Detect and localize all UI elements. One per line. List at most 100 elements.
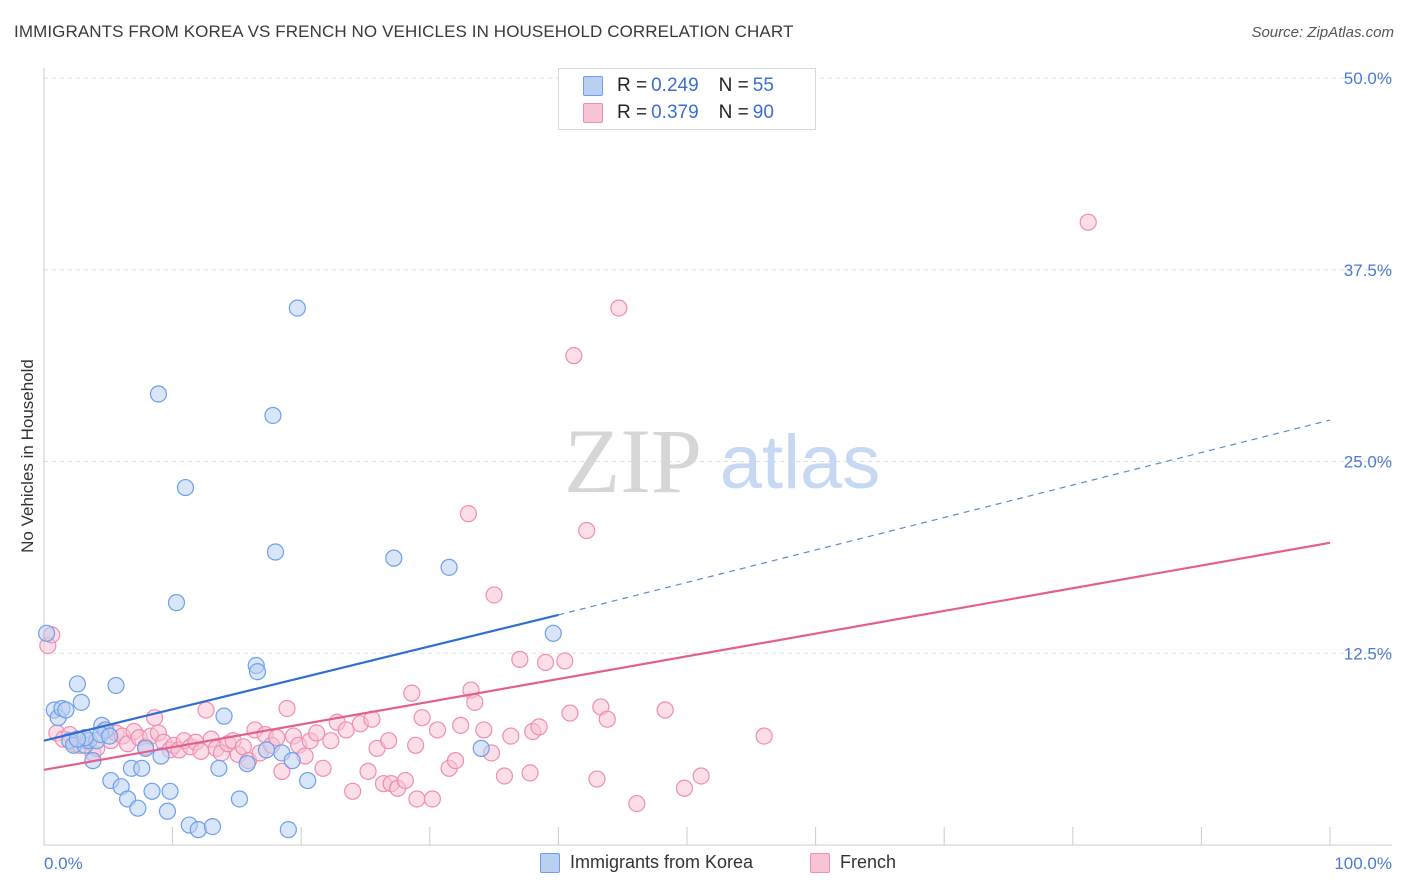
french-point <box>278 699 296 718</box>
french-point <box>396 771 414 790</box>
french-point <box>536 653 555 672</box>
series-legend: Immigrants from Korea French <box>0 852 1406 878</box>
series-swatch-korea <box>540 852 560 873</box>
legend-swatch-french <box>583 103 603 123</box>
korea-point <box>299 771 317 790</box>
legend-r-label: R = <box>617 102 648 123</box>
korea-point <box>264 406 282 425</box>
source-label: Source: ZipAtlas.com <box>1251 24 1394 41</box>
korea-point <box>248 663 267 681</box>
correlation-legend: R = 0.249 N = 55 R = 0.379 N = 90 <box>558 68 816 130</box>
tick-labels: 12.5% 25.0% 37.5% 50.0% 0.0% 100.0% <box>44 69 1392 873</box>
korea-point <box>238 755 256 773</box>
korea-point <box>143 782 161 800</box>
french-point <box>344 782 362 800</box>
axes <box>43 68 1392 846</box>
korea-point <box>37 624 56 642</box>
french-point <box>610 299 628 317</box>
french-point <box>521 764 539 782</box>
french-point <box>413 709 431 727</box>
y-tick-label: 50.0% <box>1344 69 1392 88</box>
korea-point <box>158 802 177 820</box>
legend-r-value-korea: 0.249 <box>651 75 699 96</box>
french-point <box>308 724 326 742</box>
french-point <box>561 704 579 722</box>
french-point <box>314 759 332 777</box>
korea-point <box>100 727 119 745</box>
french-point <box>598 710 616 728</box>
legend-n-label: N = <box>718 75 749 96</box>
french-point <box>408 790 426 808</box>
korea-point <box>440 558 458 576</box>
series-label-korea: Immigrants from Korea <box>570 852 754 872</box>
korea-point <box>230 790 249 808</box>
french-point <box>692 767 710 785</box>
y-tick-label: 37.5% <box>1344 261 1392 280</box>
x-tick-label: 0.0% <box>44 854 83 873</box>
legend-r-label: R = <box>617 75 648 96</box>
y-tick-label: 25.0% <box>1344 453 1392 472</box>
french-point <box>423 790 441 808</box>
trend-lines <box>43 419 1331 771</box>
korea-point <box>189 821 207 839</box>
korea-point <box>167 594 186 612</box>
legend-r-value-french: 0.379 <box>651 102 699 123</box>
french-point <box>466 693 484 711</box>
french-point <box>628 794 646 813</box>
watermark-zip: ZIP <box>564 410 702 512</box>
french-point <box>407 736 425 754</box>
french-point <box>755 727 773 745</box>
korea-point <box>68 730 87 748</box>
korea-point <box>152 747 170 765</box>
french-point <box>588 770 606 788</box>
korea-point <box>72 693 90 711</box>
korea-point <box>133 759 151 777</box>
french-point <box>380 732 398 750</box>
french-point <box>511 650 529 668</box>
korea-trend-extension <box>558 419 1331 616</box>
french-point <box>565 347 583 365</box>
korea-point <box>68 675 87 693</box>
korea-point <box>203 817 222 836</box>
french-point <box>675 779 694 797</box>
french-point <box>530 718 548 736</box>
french-point <box>495 767 513 785</box>
korea-point <box>176 478 195 497</box>
french-point <box>656 701 674 719</box>
korea-point <box>266 543 285 561</box>
korea-point <box>279 821 297 839</box>
korea-point <box>257 741 276 759</box>
french-point <box>485 586 503 604</box>
french-point <box>337 721 355 739</box>
korea-point <box>288 299 306 317</box>
korea-point <box>107 676 125 695</box>
korea-trend-line <box>43 613 559 742</box>
legend-swatch-korea <box>583 76 603 96</box>
legend-n-value-korea: 55 <box>752 75 774 96</box>
korea-point <box>57 701 75 719</box>
french-point <box>322 732 340 750</box>
legend-n-label: N = <box>718 102 749 123</box>
french-point <box>1079 213 1097 231</box>
series-legend-korea: Immigrants from Korea <box>540 852 753 873</box>
x-tick-label: 100.0% <box>1334 854 1392 873</box>
french-point <box>403 684 421 702</box>
korea-point <box>283 752 301 770</box>
y-tick-label: 12.5% <box>1344 644 1392 663</box>
french-point <box>578 521 596 540</box>
french-point <box>459 505 477 523</box>
korea-point <box>210 759 228 777</box>
french-trend-line <box>43 541 1331 771</box>
french-point <box>446 752 465 770</box>
french-point <box>273 762 291 780</box>
korea-point <box>472 739 490 757</box>
french-point <box>475 721 493 739</box>
chart-title: IMMIGRANTS FROM KOREA VS FRENCH NO VEHIC… <box>14 22 794 41</box>
french-point <box>197 701 215 719</box>
watermark-atlas: atlas <box>720 420 881 505</box>
korea-point <box>215 707 233 725</box>
series-label-french: French <box>840 852 897 872</box>
korea-point <box>149 385 168 403</box>
korea-point <box>161 782 179 800</box>
